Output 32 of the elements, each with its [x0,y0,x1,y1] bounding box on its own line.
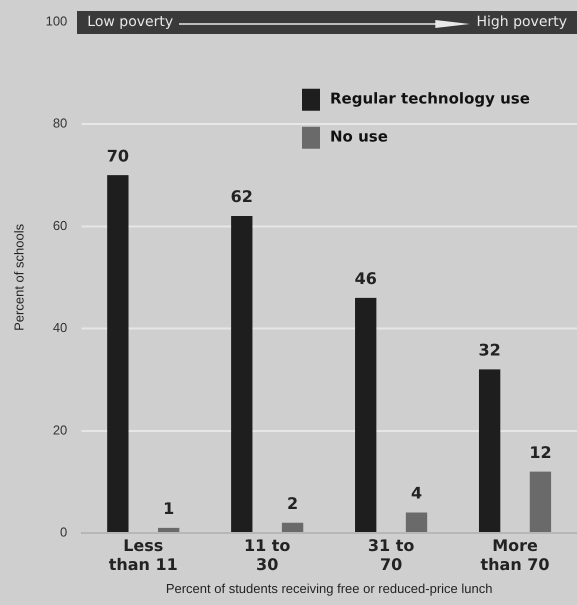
bar [478,369,500,532]
bar [231,216,252,532]
bar [355,298,376,532]
bar [406,512,428,532]
x-tick-label: More than 70 [480,536,550,574]
y-tick-label: 60 [52,218,68,233]
data-label: 1 [163,499,174,518]
data-label: 32 [478,340,501,360]
bar [158,528,180,532]
y-tick-label: 0 [60,524,68,540]
bar [530,472,552,532]
y-tick-label: 100 [46,13,68,28]
bar [282,522,304,532]
data-label: 70 [106,146,129,166]
data-label: 2 [287,494,298,513]
data-label: 4 [410,484,422,503]
data-label: 46 [354,269,377,288]
y-tick-label: 80 [52,116,68,131]
x-axis-title: Percent of students receiving free or reduced-price lunch [166,580,492,596]
y-tick-label: 40 [52,320,68,336]
annotation: Low poverty [87,14,174,30]
annotation: High poverty [476,14,567,30]
x-tick-label: Less than 11 [108,536,178,574]
legend-label: Regular technology use [330,90,530,108]
bar [107,175,129,532]
x-tick-label: 11 to 30 [244,536,290,574]
x-tick-label: 31 to 70 [368,536,414,574]
legend-label: No use [330,128,388,146]
y-axis-title: Percent of schools [11,223,26,331]
y-tick-label: 20 [52,422,68,438]
data-label: 62 [230,187,253,206]
data-label: 12 [529,442,552,462]
